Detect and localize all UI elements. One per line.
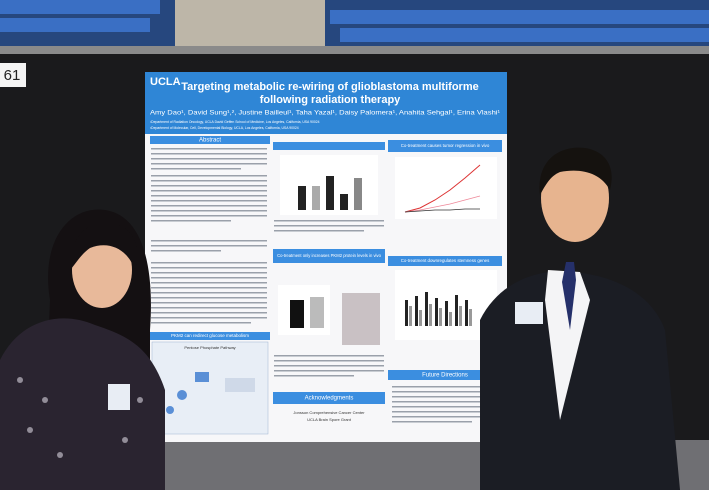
name-badge xyxy=(108,384,130,410)
railing xyxy=(0,46,709,54)
section-heading-bar xyxy=(388,370,502,380)
protein-bar xyxy=(290,300,304,328)
section-heading-bar xyxy=(388,140,502,152)
section-heading-bar xyxy=(150,332,270,340)
section-heading: Co-treatment only increases PKM2 protein… xyxy=(277,253,381,258)
section-heading: Abstract xyxy=(199,138,221,144)
person-right xyxy=(480,147,680,490)
figure-line xyxy=(404,208,480,213)
body-text-lines xyxy=(151,148,267,324)
pathway-label: Pentose Phosphate Pathway xyxy=(184,345,235,350)
protein-bar xyxy=(310,297,324,328)
acknowledgment: UCLA Brain Spore Grant xyxy=(307,417,352,422)
logo: UCLA xyxy=(150,76,181,88)
affiliation: ²Department of Molecular, Cell, Developm… xyxy=(150,126,299,130)
poster-title: Targeting metabolic re-wiring of gliobla… xyxy=(181,81,478,93)
histology-image xyxy=(342,293,380,345)
section-heading: Future Directions xyxy=(422,373,468,379)
section-heading: Acknowledgments xyxy=(305,396,354,402)
person-left xyxy=(0,209,165,490)
name-badge xyxy=(515,302,543,324)
body-text-lines xyxy=(392,386,498,423)
section-heading: PKM2 can redirect glucose metabolism xyxy=(171,333,249,338)
authors: Amy Dao¹, David Sung¹,², Justine Bailleu… xyxy=(150,110,500,117)
figure-line xyxy=(404,195,481,213)
section-heading-bar xyxy=(273,249,385,263)
affiliation: ¹Department of Radiation Oncology, UCLA … xyxy=(150,120,320,124)
acknowledgment: Jonsson Comprehensive Cancer Center xyxy=(293,410,365,415)
section-heading: Co-treatment causes tumor regression in … xyxy=(401,143,490,148)
stairs xyxy=(175,0,325,48)
gene-bars xyxy=(405,292,472,326)
figure-line xyxy=(404,164,481,213)
section-heading: Co-treatment downregulates stemness gene… xyxy=(401,258,490,263)
section-heading-bar xyxy=(273,142,385,150)
figure-bars xyxy=(298,176,362,210)
poster-title: following radiation therapy xyxy=(260,94,401,106)
poster-header xyxy=(145,72,507,134)
section-heading-bar xyxy=(150,136,270,144)
caption-lines xyxy=(274,220,384,232)
number-text: 61 xyxy=(4,67,21,84)
seat-row xyxy=(0,0,709,42)
section-heading-bar xyxy=(273,392,385,404)
pathway-nodes xyxy=(166,372,255,414)
section-heading-bar xyxy=(388,256,502,266)
caption-lines xyxy=(274,355,384,377)
number-card xyxy=(0,63,26,87)
